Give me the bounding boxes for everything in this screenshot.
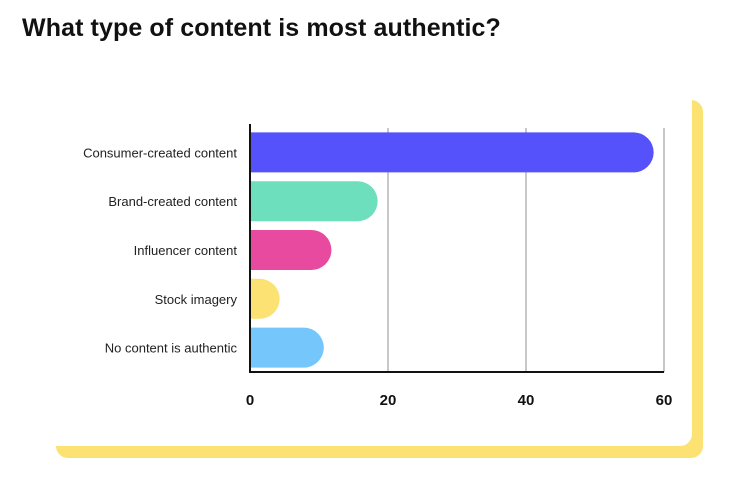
category-label-2: Brand-created content	[108, 194, 237, 209]
bar-5	[250, 327, 324, 368]
bar-4	[250, 278, 280, 319]
x-tick-label-40: 40	[518, 392, 535, 409]
category-label-5: No content is authentic	[105, 341, 238, 356]
chart-title: What type of content is most authentic?	[22, 14, 501, 42]
bar-1	[250, 132, 654, 173]
x-tick-label-0: 0	[246, 392, 254, 409]
bar-3	[250, 230, 332, 270]
x-tick-label-20: 20	[380, 392, 397, 409]
category-label-4: Stock imagery	[155, 292, 238, 307]
category-label-1: Consumer-created content	[83, 145, 237, 160]
bar-2	[250, 181, 378, 222]
x-tick-label-60: 60	[656, 392, 673, 409]
category-label-3: Influencer content	[134, 243, 238, 258]
